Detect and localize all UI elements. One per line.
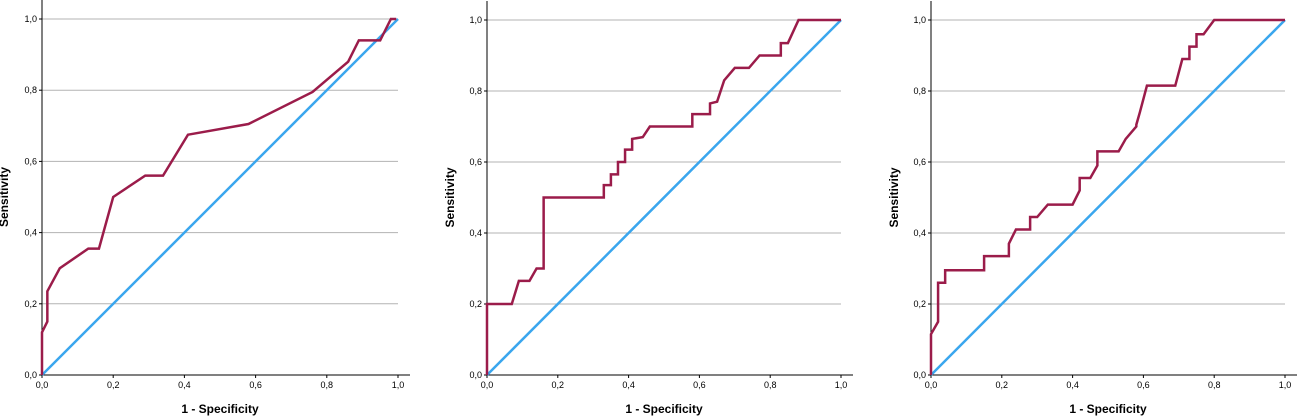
x-tick-label: 0,4	[1066, 380, 1079, 390]
y-axis-title: Sensitivity	[443, 167, 457, 227]
x-tick-label: 0,0	[481, 380, 494, 390]
x-tick-label: 0,8	[764, 380, 777, 390]
roc-curve	[40, 17, 397, 375]
y-tick-label: 0,8	[913, 86, 926, 96]
y-tick-label: 0,6	[913, 157, 926, 167]
x-tick-label: 0,2	[552, 380, 565, 390]
x-axis-title: 1 - Specificity	[625, 402, 703, 416]
reference-line	[486, 19, 842, 376]
x-tick-label: 0,4	[622, 380, 635, 390]
x-tick-label: 0,6	[1137, 380, 1150, 390]
x-tick-label: 0,6	[693, 380, 706, 390]
roc-curve	[485, 18, 841, 375]
y-tick-label: 1,0	[469, 15, 482, 25]
y-axis-title: Sensitivity	[887, 167, 901, 227]
x-tick-label: 0,0	[36, 380, 49, 390]
y-tick-label: 0,4	[913, 228, 926, 238]
y-tick-label: 0,4	[469, 228, 482, 238]
x-tick-label: 1,0	[392, 380, 405, 390]
x-tick-label: 0,6	[249, 380, 262, 390]
y-tick-label: 0,6	[469, 157, 482, 167]
y-tick-label: 0,6	[24, 156, 37, 166]
y-tick-label: 0,2	[24, 299, 37, 309]
y-axis-title: Sensitivity	[0, 167, 11, 227]
y-tick-label: 0,4	[24, 228, 37, 238]
roc-chart-3: 0,0 0,2 0,4 0,6 0,8 1,0 0,0 0,2 0,4 0,6 0,8 1,0 1 - …	[887, 1, 1297, 416]
reference-line	[41, 18, 399, 376]
y-tick-label: 0,0	[913, 370, 926, 380]
y-tick-label: 0,2	[913, 299, 926, 309]
x-tick-label: 0,2	[996, 380, 1009, 390]
y-tick-label: 1,0	[24, 14, 37, 24]
reference-line	[930, 19, 1286, 376]
x-axis-title: 1 - Specificity	[181, 402, 259, 416]
roc-curve	[929, 18, 1285, 375]
x-tick-label: 0,8	[1208, 380, 1221, 390]
x-tick-label: 0,0	[925, 380, 938, 390]
x-axis-title: 1 - Specificity	[1069, 402, 1147, 416]
y-tick-label: 0,0	[469, 370, 482, 380]
x-tick-label: 1,0	[835, 380, 848, 390]
y-tick-label: 0,8	[469, 86, 482, 96]
x-tick-label: 0,4	[178, 380, 191, 390]
roc-chart-2: 0,0 0,2 0,4 0,6 0,8 1,0 0,0 0,2 0,4 0,6 0,8 1,0 1 - …	[443, 1, 853, 416]
y-tick-label: 0,8	[24, 85, 37, 95]
y-tick-label: 0,2	[469, 299, 482, 309]
y-tick-label: 1,0	[913, 15, 926, 25]
x-tick-label: 0,2	[107, 380, 120, 390]
x-tick-label: 0,8	[321, 380, 334, 390]
x-tick-label: 1,0	[1279, 380, 1292, 390]
y-tick-label: 0,0	[24, 370, 37, 380]
roc-chart-1: 0,0 0,2 0,4 0,6 0,8 1,0 0,0 0,2 0,4 0,6 0,8 1,0 1 - …	[0, 0, 410, 416]
